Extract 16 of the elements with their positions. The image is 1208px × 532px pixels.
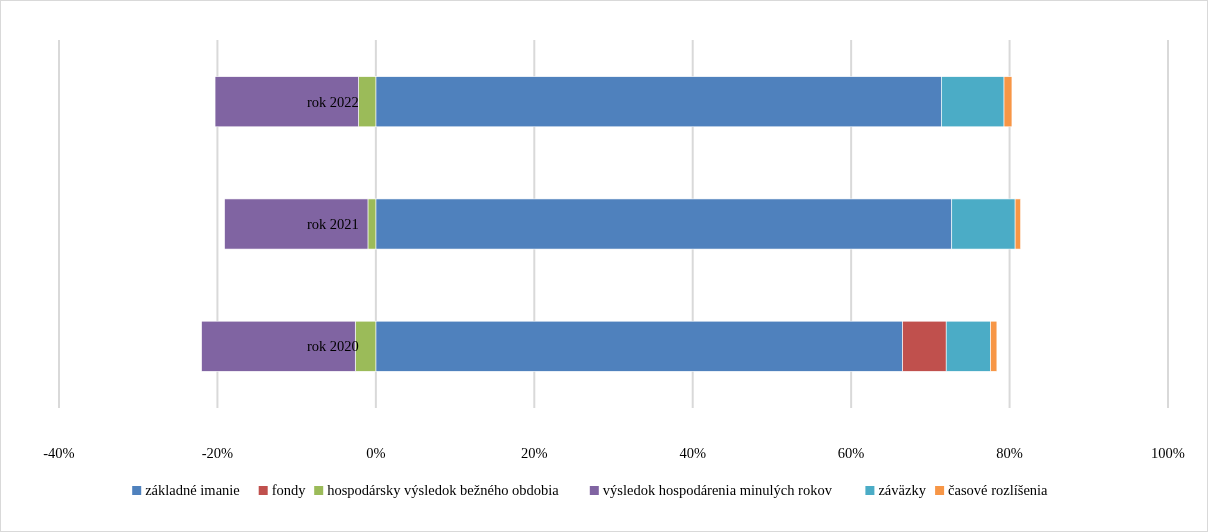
x-tick-label: 40% [679, 445, 707, 461]
legend-label: časové rozlíšenia [948, 482, 1049, 498]
x-tick-label: 100% [1151, 445, 1185, 461]
x-tick-label: 0% [366, 445, 386, 461]
x-tick-label: -40% [43, 445, 75, 461]
legend-label: záväzky [878, 482, 927, 498]
y-tick-label: rok 2021 [306, 216, 359, 232]
x-tick-label: 20% [520, 445, 548, 461]
legend-label: základné imanie [145, 482, 240, 498]
x-tick-label: -20% [201, 445, 234, 461]
x-tick-label: 80% [996, 445, 1023, 461]
y-tick-label: rok 2022 [306, 93, 359, 110]
x-tick-label: 60% [837, 445, 865, 461]
legend-label: fondy [271, 482, 307, 498]
legend-label: hospodársky výsledok bežného obdobia [327, 482, 560, 498]
legend-label: výsledok hospodárenia minulých rokov [602, 482, 833, 498]
